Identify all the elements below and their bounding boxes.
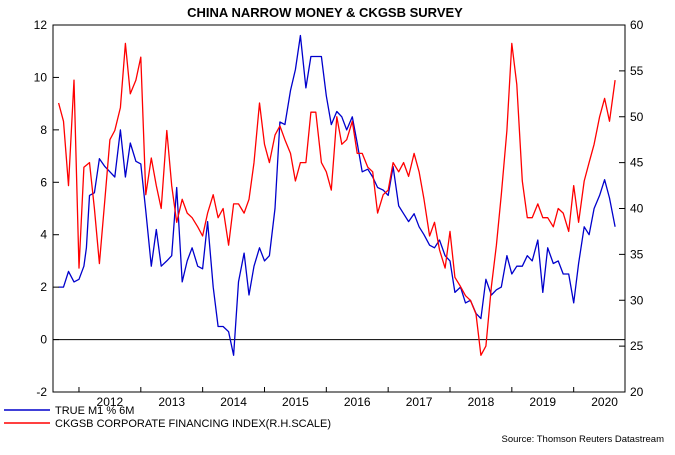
source-note: Source: Thomson Reuters Datastream <box>502 434 665 445</box>
x-tick-label: 2020 <box>591 395 618 409</box>
x-tick-label: 2019 <box>529 395 556 409</box>
x-tick-label: 2015 <box>282 395 309 409</box>
y-right-tick-label: 30 <box>630 293 644 307</box>
series-line-1 <box>58 34 616 356</box>
y-left-tick-label: 8 <box>40 123 47 137</box>
y-left-tick-label: 2 <box>40 280 47 294</box>
x-tick-label: 2017 <box>406 395 433 409</box>
x-tick-label: 2012 <box>97 395 124 409</box>
chart-title: CHINA NARROW MONEY & CKGSB SURVEY <box>187 5 463 20</box>
x-tick-label: 2016 <box>344 395 371 409</box>
y-left-tick-label: 4 <box>40 228 47 242</box>
y-left-tick-label: 12 <box>34 18 48 32</box>
x-tick-label: 2013 <box>158 395 185 409</box>
y-left-tick-label: 0 <box>40 333 47 347</box>
axes: -2 0 2 4 6 8 10 12 20 25 30 35 40 45 50 55 60 2012 2013 201… <box>34 18 644 409</box>
y-right-tick-label: 55 <box>630 64 644 78</box>
y-right-tick-label: 40 <box>630 202 644 216</box>
y-right-tick-label: 50 <box>630 110 644 124</box>
legend-label-2: CKGSB CORPORATE FINANCING INDEX(R.H.SCAL… <box>55 418 331 430</box>
x-tick-label: 2018 <box>468 395 495 409</box>
plot-area <box>53 34 625 356</box>
legend-label-1: TRUE M1 % 6M <box>55 405 134 417</box>
y-left-tick-label: 10 <box>34 70 48 84</box>
y-right-tick-label: 45 <box>630 156 644 170</box>
y-right-tick-label: 35 <box>630 247 644 261</box>
series-line-2 <box>57 42 616 356</box>
y-right-tick-label: 20 <box>630 385 644 399</box>
y-right-tick-label: 60 <box>630 18 644 32</box>
y-left-tick-label: 6 <box>40 175 47 189</box>
x-tick-label: 2014 <box>220 395 247 409</box>
y-right-tick-label: 25 <box>630 339 644 353</box>
y-left-tick-label: -2 <box>36 385 47 399</box>
